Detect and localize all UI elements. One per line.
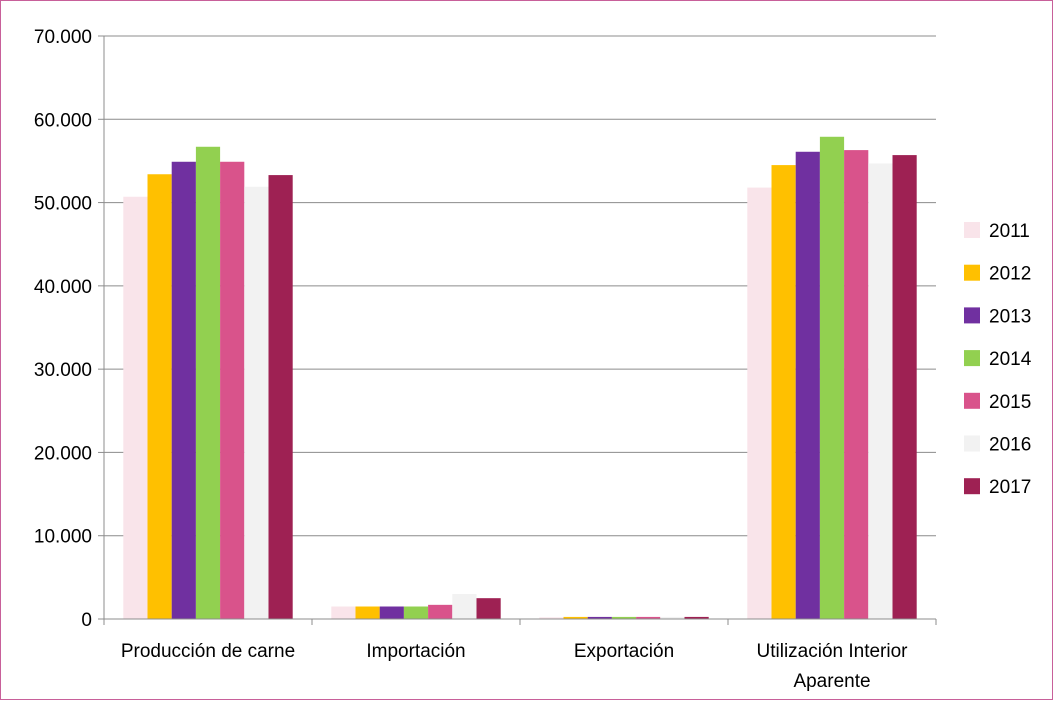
legend-label-2016: 2016 xyxy=(989,435,1031,456)
bar-2016-2 xyxy=(660,616,685,619)
legend-label-2015: 2015 xyxy=(989,392,1031,413)
bar-2014-0 xyxy=(195,146,221,619)
legend-label-2012: 2012 xyxy=(989,264,1031,285)
bar-2014-1 xyxy=(403,606,429,619)
bar-2011-2 xyxy=(539,617,564,619)
legend-swatch-2015 xyxy=(964,392,980,409)
bar-2013-2 xyxy=(587,616,612,619)
bar-2017-1 xyxy=(476,598,501,619)
bar-2016-1 xyxy=(452,594,477,619)
legend-swatch-2017 xyxy=(964,478,980,495)
legend-label-2013: 2013 xyxy=(989,306,1031,327)
y-tick-label: 70.000 xyxy=(34,27,92,48)
bar-2013-3 xyxy=(795,151,820,619)
legend-label-2014: 2014 xyxy=(989,349,1032,370)
y-tick-label: 50.000 xyxy=(34,194,92,215)
y-tick-label: 60.000 xyxy=(34,110,92,131)
axes: 0 10.000 20.000 30.000 40.000 50.000 60.000 70.… xyxy=(34,27,937,692)
bar-2016-0 xyxy=(244,186,269,620)
x-category-label: Exportación xyxy=(574,641,674,662)
legend-swatch-2014 xyxy=(964,350,980,367)
bar-2012-3 xyxy=(771,165,796,620)
bar-2014-3 xyxy=(819,136,845,620)
bar-2012-2 xyxy=(563,616,588,619)
legend-label-2017: 2017 xyxy=(989,477,1031,498)
legend-swatch-2012 xyxy=(964,264,980,281)
legend-swatch-2013 xyxy=(964,307,980,324)
bar-2012-0 xyxy=(147,174,172,620)
bar-2015-3 xyxy=(844,150,869,619)
x-category-label: Importación xyxy=(366,641,465,662)
legend-label-2011: 2011 xyxy=(989,221,1030,242)
bar-2015-2 xyxy=(636,616,661,619)
bar-2013-0 xyxy=(171,161,196,620)
bar-2012-1 xyxy=(355,606,380,619)
bar-2011-0 xyxy=(123,196,148,619)
bar-2013-1 xyxy=(379,606,404,619)
y-tick-label: 0 xyxy=(81,610,92,631)
bar-2011-3 xyxy=(747,187,772,619)
bar-2017-2 xyxy=(684,616,709,619)
legend-swatch-2016 xyxy=(964,435,980,452)
legend-swatch-2011 xyxy=(964,222,980,238)
x-category-label: Producción de carne xyxy=(121,641,295,662)
bar-2017-3 xyxy=(892,155,917,619)
bar-2011-1 xyxy=(331,606,356,619)
bar-2015-0 xyxy=(220,161,245,620)
y-tick-label: 20.000 xyxy=(34,443,92,464)
bars xyxy=(123,136,917,620)
bar-2014-2 xyxy=(611,616,637,619)
x-category-label: Utilización Interior xyxy=(757,641,909,662)
legend: 2011 2012 2013 2014 2015 2016 2017 xyxy=(964,221,1032,498)
bar-2017-0 xyxy=(268,175,293,619)
bar-2016-3 xyxy=(868,163,893,620)
bar-2015-1 xyxy=(428,604,453,619)
y-tick-label: 40.000 xyxy=(34,277,92,298)
x-category-label: Aparente xyxy=(793,671,870,692)
y-tick-label: 30.000 xyxy=(34,360,92,381)
y-tick-label: 10.000 xyxy=(34,527,92,548)
